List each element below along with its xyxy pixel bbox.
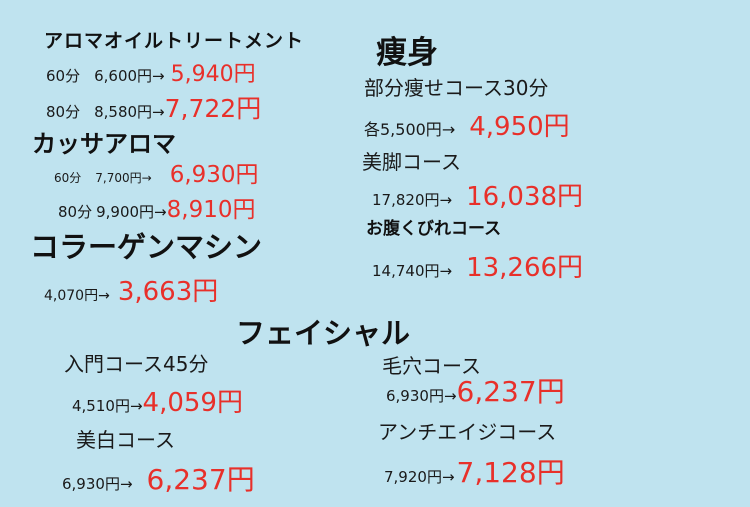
duration-label: 80分 xyxy=(46,103,81,121)
facial-item-name: 美白コース xyxy=(76,428,175,452)
facial-title: フェイシャル xyxy=(236,316,411,350)
slim-item-price: 各5,500円 → 4,950円 xyxy=(364,106,570,143)
arrow-icon: → xyxy=(439,262,453,280)
original-price: 8,580円 xyxy=(94,103,153,121)
duration-label: 60分 xyxy=(46,67,81,85)
arrow-icon: → xyxy=(439,191,453,209)
original-price: 17,820円 xyxy=(372,191,440,209)
kassa-row-60: 60分 7,700円 → 6,930円 xyxy=(54,155,259,189)
arrow-icon: → xyxy=(152,103,165,121)
sale-price: 13,266円 xyxy=(466,253,584,283)
arrow-icon: → xyxy=(129,397,143,415)
aroma-title: アロマオイルトリートメント xyxy=(44,30,305,52)
facial-item-price: 4,510円 → 4,059円 xyxy=(72,382,243,419)
aroma-row-80: 80分 8,580円 → 7,722円 xyxy=(46,89,261,125)
original-price: 6,930円 xyxy=(386,387,444,405)
sale-price: 6,237円 xyxy=(146,463,255,496)
sale-price: 6,930円 xyxy=(169,162,259,188)
facial-item-name: 入門コース45分 xyxy=(64,352,209,376)
sale-price: 3,663円 xyxy=(117,277,219,307)
duration-label: 80分 xyxy=(58,203,93,221)
kassa-title: カッサアロマ xyxy=(32,130,176,158)
arrow-icon: → xyxy=(98,288,110,304)
original-price: 7,920円 xyxy=(384,468,442,486)
arrow-icon: → xyxy=(154,203,167,221)
arrow-icon: → xyxy=(441,120,456,139)
sale-price: 7,722円 xyxy=(164,94,262,123)
slim-item-price: 17,820円 → 16,038円 xyxy=(372,176,583,213)
duration-label: 60分 xyxy=(54,171,82,185)
facial-item-price: 7,920円 → 7,128円 xyxy=(384,451,565,491)
sale-price: 4,950円 xyxy=(469,112,570,142)
facial-item-name: アンチエイジコース xyxy=(378,420,557,444)
sale-price: 4,059円 xyxy=(142,388,243,418)
original-price: 6,600円 xyxy=(94,67,153,85)
collagen-row: 4,070円 → 3,663円 xyxy=(44,271,218,308)
original-price: 6,930円 xyxy=(62,475,120,493)
original-price: 9,900円 xyxy=(96,203,155,221)
slim-item-price: 14,740円 → 13,266円 xyxy=(372,247,583,284)
arrow-icon: → xyxy=(119,475,133,493)
original-price: 4,510円 xyxy=(72,397,130,415)
original-price: 7,700円 xyxy=(95,171,142,185)
facial-item-name: 毛穴コース xyxy=(382,354,481,378)
collagen-title: コラーゲンマシン xyxy=(30,230,263,264)
original-price: 各5,500円 xyxy=(364,120,442,139)
sale-price: 5,940円 xyxy=(170,62,256,87)
arrow-icon: → xyxy=(441,468,455,486)
sale-price: 8,910円 xyxy=(166,197,256,223)
original-price: 4,070円 xyxy=(44,288,99,304)
arrow-icon: → xyxy=(141,171,152,185)
sale-price: 16,038円 xyxy=(466,182,584,212)
slim-title: 痩身 xyxy=(376,35,438,71)
facial-item-price: 6,930円 → 6,237円 xyxy=(386,370,565,410)
slim-item-name: 部分痩せコース30分 xyxy=(364,76,549,100)
slim-item-name: お腹くびれコース xyxy=(366,219,502,239)
aroma-row-60: 60分 6,600円 → 5,940円 xyxy=(46,56,256,88)
sale-price: 7,128円 xyxy=(456,456,565,489)
slim-item-name: 美脚コース xyxy=(362,150,461,174)
kassa-row-80: 80分 9,900円 → 8,910円 xyxy=(58,190,255,224)
sale-price: 6,237円 xyxy=(456,375,565,408)
arrow-icon: → xyxy=(443,387,457,405)
arrow-icon: → xyxy=(152,67,165,85)
facial-item-price: 6,930円 → 6,237円 xyxy=(62,458,255,498)
original-price: 14,740円 xyxy=(372,262,440,280)
